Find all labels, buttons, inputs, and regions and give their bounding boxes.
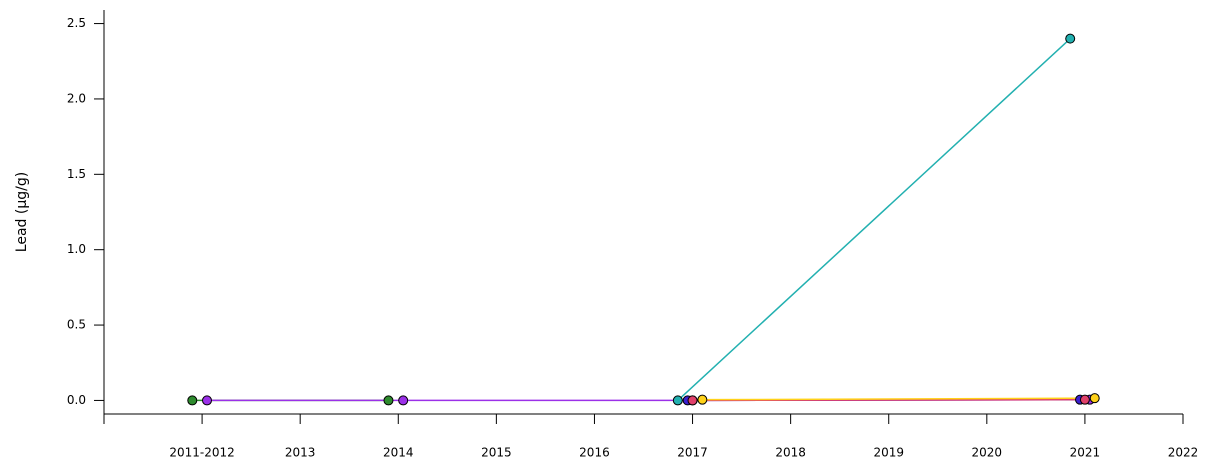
data-point (1089, 393, 1100, 404)
data-point (1079, 394, 1090, 405)
y-tick-label: 2.0 (67, 91, 86, 105)
y-tick-label: 1.0 (67, 242, 86, 256)
y-tick-label: 2.5 (67, 16, 86, 30)
x-tick-label: 2019 (873, 446, 904, 460)
data-point (1065, 33, 1076, 44)
y-tick-label: 1.5 (67, 167, 86, 181)
x-tick-label: 2018 (775, 446, 806, 460)
x-tick-label: 2020 (972, 446, 1003, 460)
data-point (672, 395, 683, 406)
data-point (697, 394, 708, 405)
x-tick-label: 2015 (481, 446, 512, 460)
y-tick-label: 0.5 (67, 318, 86, 332)
data-point (187, 395, 198, 406)
data-point (383, 395, 394, 406)
x-tick-label: 2013 (285, 446, 316, 460)
data-point (687, 395, 698, 406)
x-tick-label: 2014 (383, 446, 414, 460)
x-tick-label: 2022 (1168, 446, 1199, 460)
series-line (692, 398, 1085, 402)
x-tick-label: 2017 (677, 446, 708, 460)
data-point (398, 395, 409, 406)
x-tick-label: 2016 (579, 446, 610, 460)
y-tick-label: 0.0 (67, 393, 86, 407)
x-tick-label: 2021 (1070, 446, 1101, 460)
x-tick-label: 2011-2012 (169, 446, 234, 460)
y-axis-label: Lead (µg/g) (14, 172, 30, 252)
series-line (677, 38, 1071, 401)
data-point (201, 395, 212, 406)
series-line (702, 397, 1095, 401)
